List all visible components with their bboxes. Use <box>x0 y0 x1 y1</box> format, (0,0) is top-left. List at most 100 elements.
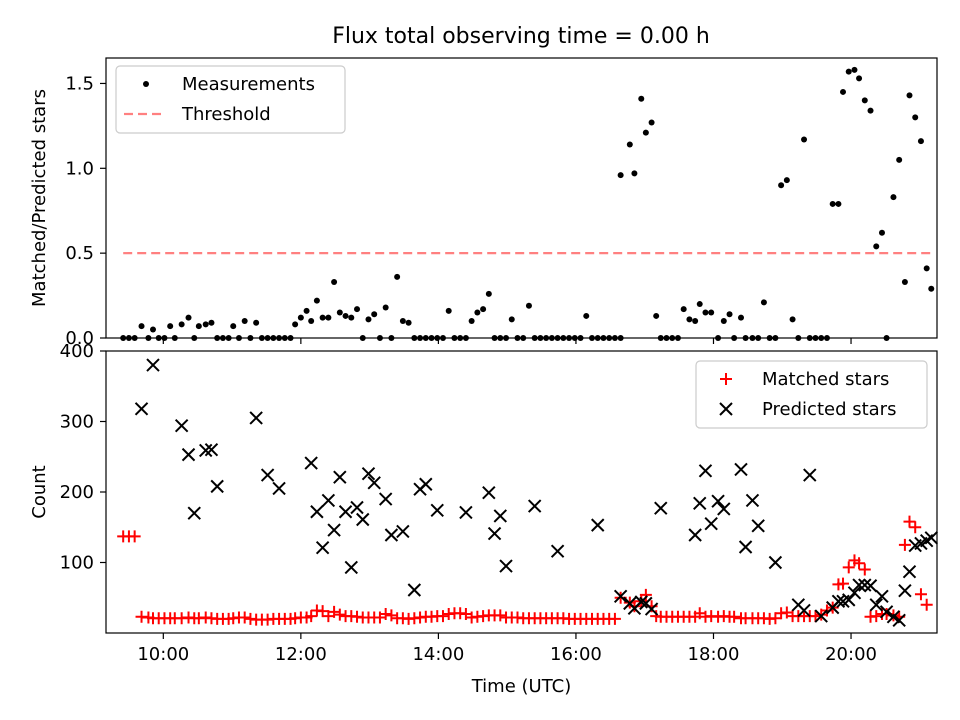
measurement-point <box>801 136 808 143</box>
matched-star-point <box>238 611 251 624</box>
measurement-point <box>696 301 703 308</box>
measurement-point <box>145 335 152 341</box>
matched-star-point <box>379 607 392 620</box>
measurement-point <box>520 335 527 341</box>
matched-star-point <box>639 588 652 601</box>
measurement-point <box>382 304 389 311</box>
measurement-point <box>138 323 145 330</box>
measurement-point <box>708 309 715 316</box>
measurement-point <box>281 335 288 341</box>
measurement-point <box>185 314 192 321</box>
predicted-star-point <box>803 468 817 482</box>
measurement-point <box>241 318 248 325</box>
measurement-point <box>120 335 127 341</box>
series-bottom-0 <box>117 515 933 626</box>
predicted-star-point <box>174 419 189 433</box>
predicted-star-point <box>378 492 393 506</box>
measurement-point <box>253 319 260 326</box>
series-top-0 <box>120 66 935 341</box>
predicted-star-point <box>879 605 894 619</box>
predicted-star-point <box>527 499 542 513</box>
y-axis-label: Matched/Predicted stars <box>29 89 50 307</box>
predicted-star-point <box>852 578 866 592</box>
measurement-point <box>731 335 738 341</box>
measurement-point <box>422 335 429 341</box>
measurement-point <box>503 335 510 341</box>
predicted-star-point <box>344 560 358 575</box>
predicted-star-point <box>146 358 160 372</box>
measurement-point <box>917 138 924 145</box>
matched-star-point <box>128 530 141 543</box>
measurement-point <box>191 335 198 341</box>
x-tick-label: 20:00 <box>825 644 877 665</box>
predicted-star-point <box>644 602 659 616</box>
measurement-point <box>230 323 237 330</box>
measurement-point <box>468 318 475 325</box>
matched-star-point <box>903 515 916 528</box>
predicted-star-point <box>898 583 912 598</box>
matched-star-point <box>842 561 855 574</box>
x-tick-label: 12:00 <box>275 644 327 665</box>
measurement-point <box>642 129 649 136</box>
predicted-star-point <box>407 583 422 597</box>
measurement-point <box>648 119 655 126</box>
predicted-star-point <box>356 512 370 527</box>
predicted-star-point <box>869 598 883 612</box>
measurement-point <box>336 309 343 316</box>
predicted-star-point <box>768 555 783 570</box>
measurement-point <box>631 170 638 177</box>
measurement-point <box>594 335 601 341</box>
measurement-point <box>292 321 299 328</box>
matched-star-point <box>858 563 871 576</box>
matched-star-point <box>385 609 398 622</box>
measurement-point <box>319 314 326 321</box>
measurement-point <box>149 326 156 333</box>
measurement-point <box>131 335 138 341</box>
measurement-point <box>491 335 498 341</box>
predicted-star-point <box>187 506 201 520</box>
measurement-point <box>394 273 401 280</box>
bottom-panel: 10:00 12:00 14:00 16:00 18:00 20:00 100 200 300 4… <box>29 341 938 697</box>
matched-star-point <box>608 612 621 625</box>
legend-measurements-swatch <box>143 81 149 87</box>
matched-star-point <box>328 605 341 618</box>
measurement-point <box>445 307 452 314</box>
x-tick-label: 14:00 <box>412 644 464 665</box>
measurement-point <box>439 335 446 341</box>
predicted-star-point <box>333 470 347 484</box>
predicted-star-point <box>487 526 502 541</box>
measurement-point <box>543 335 550 341</box>
predicted-star-point <box>924 531 938 545</box>
predicted-star-point <box>315 540 330 555</box>
measurement-point <box>537 335 544 341</box>
legend-label: Threshold <box>181 104 271 125</box>
measurement-point <box>214 335 221 341</box>
matched-star-point <box>853 557 866 570</box>
predicted-star-point <box>902 564 917 579</box>
x-tick-label: 10:00 <box>137 644 189 665</box>
predicted-star-point <box>863 579 878 593</box>
predicted-star-point <box>260 468 275 482</box>
measurement-point <box>806 335 813 341</box>
measurement-point <box>161 335 168 341</box>
legend-label: Measurements <box>182 74 315 95</box>
measurement-point <box>195 323 202 330</box>
measurement-point <box>840 88 847 95</box>
measurement-point <box>680 306 687 313</box>
measurement-point <box>371 311 378 318</box>
measurement-point <box>411 335 418 341</box>
measurement-point <box>428 335 435 341</box>
measurement-point <box>856 75 863 82</box>
predicted-star-point <box>688 528 702 542</box>
predicted-star-point <box>711 494 725 508</box>
y-tick-label: 1.5 <box>65 73 94 94</box>
measurement-point <box>638 95 645 102</box>
matched-star-point <box>909 521 922 534</box>
measurement-point <box>178 321 185 328</box>
measurement-point <box>548 335 555 341</box>
predicted-star-point <box>499 559 513 573</box>
measurement-point <box>497 335 504 341</box>
y-axis-label: Count <box>29 465 50 518</box>
predicted-star-point <box>745 493 760 508</box>
matched-star-point <box>914 588 927 601</box>
